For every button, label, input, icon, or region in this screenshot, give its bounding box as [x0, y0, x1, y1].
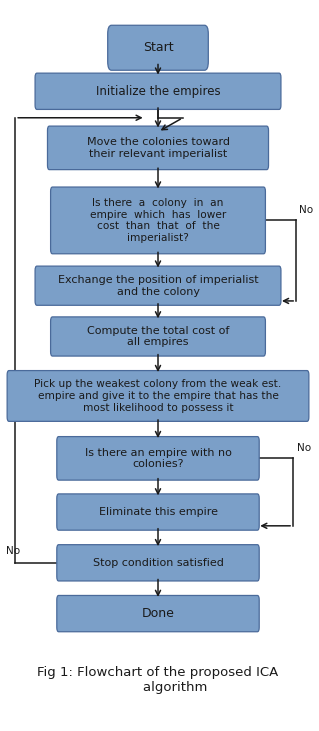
Text: No: No [6, 545, 20, 556]
Text: No: No [299, 205, 313, 215]
FancyBboxPatch shape [57, 545, 259, 581]
Text: No: No [297, 442, 311, 452]
FancyBboxPatch shape [35, 266, 281, 306]
Text: Is there  a  colony  in  an
empire  which  has  lower
cost  than  that  of  the
: Is there a colony in an empire which has… [90, 198, 226, 243]
Text: Compute the total cost of
all empires: Compute the total cost of all empires [87, 326, 229, 347]
FancyBboxPatch shape [51, 317, 265, 356]
FancyBboxPatch shape [51, 187, 265, 254]
FancyBboxPatch shape [7, 371, 309, 421]
Text: Move the colonies toward
their relevant imperialist: Move the colonies toward their relevant … [86, 137, 229, 159]
Text: Eliminate this empire: Eliminate this empire [99, 507, 218, 517]
FancyBboxPatch shape [108, 26, 208, 70]
FancyBboxPatch shape [57, 494, 259, 530]
FancyBboxPatch shape [57, 436, 259, 480]
Text: Fig 1: Flowchart of the proposed ICA
        algorithm: Fig 1: Flowchart of the proposed ICA alg… [37, 667, 278, 694]
Text: Is there an empire with no
colonies?: Is there an empire with no colonies? [85, 447, 232, 469]
Text: Pick up the weakest colony from the weak est.
empire and give it to the empire t: Pick up the weakest colony from the weak… [34, 379, 282, 412]
Text: Start: Start [143, 41, 173, 54]
FancyBboxPatch shape [35, 73, 281, 110]
Text: Initialize the empires: Initialize the empires [96, 85, 220, 98]
Text: Done: Done [142, 607, 174, 620]
FancyBboxPatch shape [57, 596, 259, 632]
FancyBboxPatch shape [48, 126, 269, 170]
Text: Stop condition satisfied: Stop condition satisfied [93, 558, 223, 568]
Text: Exchange the position of imperialist
and the colony: Exchange the position of imperialist and… [58, 275, 258, 297]
